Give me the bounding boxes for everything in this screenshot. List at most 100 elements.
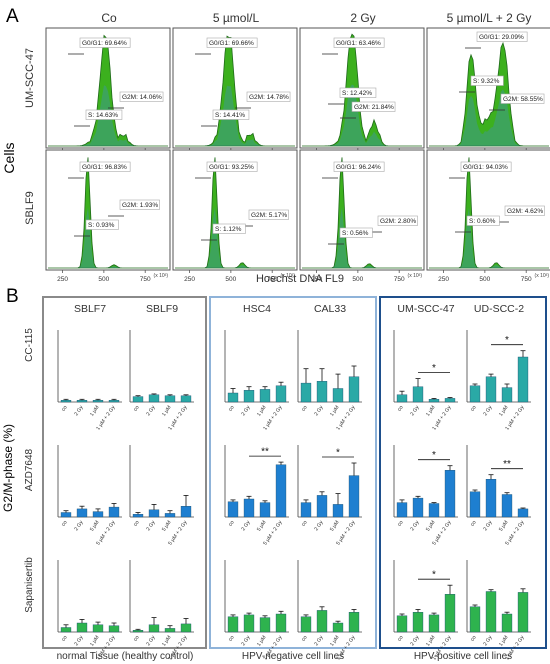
bar-chart: co 2 Gy 1 µM1 µM + 2 Gy <box>57 560 122 662</box>
bar <box>259 502 271 518</box>
x-tick-label: co <box>228 405 236 413</box>
gate-label-box <box>339 227 373 238</box>
panel-b-row-label-0: CC-115 <box>24 328 35 362</box>
bar <box>227 392 239 403</box>
bar-chart: co 2 Gy 5 µM5 µM + 2 Gy** <box>224 445 289 547</box>
bar-chart: co 2 Gy 1 µM1 µM + 2 Gy <box>224 560 289 662</box>
chart-title: UM-SCC-47 <box>397 303 454 315</box>
panel-a-row-label-1: SBLF9 <box>24 191 36 225</box>
x-exponent-label: (x 10³) <box>535 273 550 279</box>
x-tick-label: 250 <box>438 276 449 283</box>
significance-label: * <box>432 363 436 374</box>
gate-label-box <box>85 109 123 120</box>
x-tick-label: 250 <box>57 276 68 283</box>
x-tick-label: co <box>133 520 141 528</box>
gate-label: G0/G1: 69.66% <box>209 40 254 47</box>
x-tick-label: 5 µM <box>89 520 101 533</box>
gate-label: S: 12.42% <box>342 90 372 97</box>
x-tick-label: 500 <box>225 276 236 283</box>
bar <box>275 385 287 403</box>
bar <box>180 395 192 403</box>
x-tick-label: 2 Gy <box>73 519 84 532</box>
significance-label: ** <box>503 459 511 470</box>
histogram-cell: (x 10³) 250 500 750 G0/G1: 94.03% G2M: 4.62% S… <box>426 149 550 283</box>
x-tick-label: 2 Gy <box>482 634 493 647</box>
bar <box>348 376 360 403</box>
histogram-cell: (x 10³)500G0/G1: 69.66%G2M: 14.78%S: 14.… <box>172 27 298 161</box>
x-exponent-label: (x 10³) <box>408 273 423 279</box>
gate-label: S: 14.63% <box>88 112 118 119</box>
bar <box>60 400 72 403</box>
histogram-cell: (x 10³) 250 500 750 G0/G1: 93.25% G2M: 5.17% S… <box>172 149 298 283</box>
bar <box>275 464 287 518</box>
x-tick-label: 500 <box>352 276 363 283</box>
gate-label: G0/G1: 93.25% <box>209 164 254 171</box>
x-tick-label: 2 Gy <box>313 634 324 647</box>
histogram-area <box>429 157 549 269</box>
bar <box>517 592 529 633</box>
gate-label: S: 14.41% <box>215 112 245 119</box>
x-tick-label: co <box>228 635 236 643</box>
histogram-cell: (x 10³) 250 500 750 G0/G1: 96.83% G2M: 1.93% S… <box>45 149 171 283</box>
gate-label-box <box>504 205 545 216</box>
x-tick-label: co <box>228 520 236 528</box>
bar <box>444 398 456 403</box>
chart-title: CAL33 <box>314 303 346 315</box>
bar-chart: UD-SCC-2co 2 Gy 1 µM1 µM + 2 Gy* <box>466 303 531 432</box>
bar <box>428 399 440 403</box>
bar <box>469 606 481 633</box>
x-tick-label: co <box>397 635 405 643</box>
bar <box>412 386 424 403</box>
bar-chart: co 2 Gy 1 µM1 µM + 2 Gy* <box>393 560 458 662</box>
histogram-cell: (x 10³)500G0/G1: 63.46%S: 12.42%G2M: 21.… <box>299 27 425 161</box>
chart-title: SBLF9 <box>146 303 178 315</box>
bar <box>92 511 104 518</box>
bar <box>316 381 328 403</box>
bar <box>412 497 424 518</box>
bar <box>300 382 312 403</box>
bar <box>92 400 104 403</box>
bar <box>444 470 456 518</box>
panel-b-y-axis-title: G2/M-phase (%) <box>1 424 15 512</box>
gate-label-box <box>246 91 291 102</box>
bar <box>108 625 120 633</box>
bar <box>60 512 72 518</box>
gate-label-box <box>476 31 528 42</box>
bar <box>148 624 160 633</box>
bar <box>148 394 160 403</box>
bar <box>76 622 88 633</box>
gate-label: G2M: 14.78% <box>249 94 289 101</box>
bar <box>485 376 497 403</box>
gate-label-box <box>206 37 258 48</box>
gate-label: G0/G1: 96.24% <box>336 164 381 171</box>
bar <box>348 612 360 633</box>
x-tick-label: 1 µM <box>161 635 173 648</box>
x-tick-label: 2 Gy <box>240 519 251 532</box>
panel-a-letter: A <box>6 6 19 27</box>
x-tick-label: co <box>61 635 69 643</box>
x-tick-label: 750 <box>521 276 532 283</box>
bar <box>412 612 424 633</box>
x-tick-label: 1 µM <box>425 635 437 648</box>
group-box-hpv-negative <box>209 296 377 649</box>
gate-label-box <box>470 75 504 86</box>
gate-label-box <box>119 199 160 210</box>
bar <box>428 614 440 633</box>
bar <box>396 615 408 633</box>
gate-label-box <box>351 101 396 112</box>
x-tick-label: 1 µM <box>498 405 510 418</box>
bar <box>132 514 144 518</box>
histogram-area <box>48 157 168 269</box>
bar <box>76 508 88 518</box>
x-tick-label: 1 µM <box>89 635 101 648</box>
panel-a-x-axis-title: Hoechst DNA FL9 <box>256 273 344 285</box>
x-exponent-label: (x 10³) <box>154 273 169 279</box>
x-tick-label: 750 <box>394 276 405 283</box>
gate-label-box <box>460 161 512 172</box>
bar <box>469 491 481 518</box>
gate-label-box <box>79 37 131 48</box>
bar-chart: co 2 Gy 1 µM1 µM + 2 Gy <box>129 560 194 662</box>
x-tick-label: co <box>470 520 478 528</box>
